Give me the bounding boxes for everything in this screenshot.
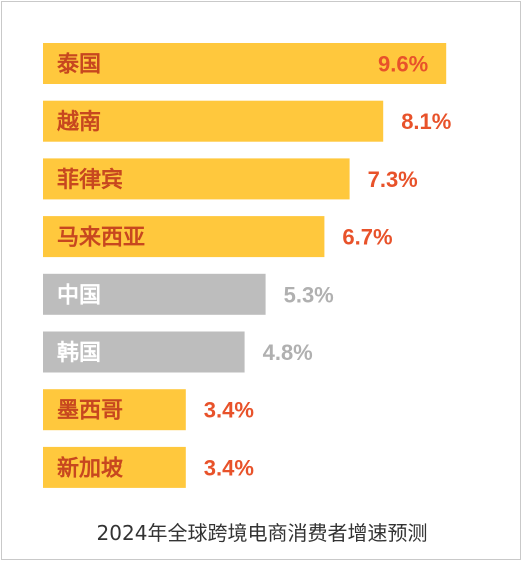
value-label-6: 4.8%	[263, 340, 313, 365]
category-label-1: 泰国	[56, 52, 101, 78]
bar-2	[43, 100, 384, 142]
category-label-5: 中国	[57, 282, 101, 308]
chart-caption: 2024年全球跨境电商消费者增速预测	[96, 521, 428, 545]
bar-5	[43, 273, 266, 315]
value-label-8: 3.4%	[204, 455, 254, 480]
category-label-8: 新加坡	[57, 455, 123, 481]
value-label-2: 8.1%	[401, 109, 451, 134]
value-label-1: 9.6%	[378, 52, 428, 77]
bar-8	[43, 446, 186, 488]
bar-3	[43, 158, 350, 200]
value-label-5: 5.3%	[284, 282, 334, 307]
category-label-6: 韩国	[57, 340, 101, 366]
growth-bar-chart: 泰国 9.6% 越南 8.1% 菲律宾 7.3% 马来西亚 6.7% 中国 5.3% 韩国 4.8% 墨…	[43, 43, 451, 488]
bar-4	[43, 216, 325, 258]
bar-6	[43, 331, 245, 373]
value-label-4: 6.7%	[342, 225, 392, 250]
bar-7	[43, 389, 186, 431]
value-label-3: 7.3%	[368, 167, 418, 192]
category-label-2: 越南	[56, 109, 101, 135]
bar-1	[43, 43, 447, 84]
category-label-4: 马来西亚	[57, 225, 145, 251]
category-label-7: 墨西哥	[57, 398, 123, 424]
value-label-7: 3.4%	[204, 398, 254, 423]
category-label-3: 菲律宾	[57, 167, 123, 193]
